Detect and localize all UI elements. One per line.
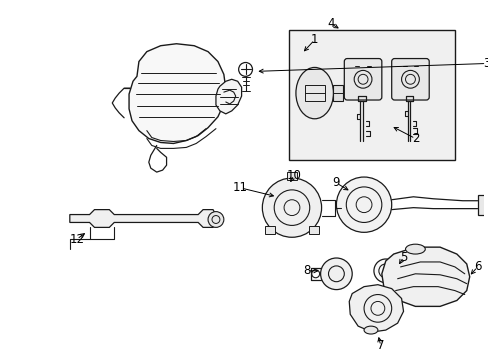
Text: 1: 1: [310, 33, 318, 46]
Circle shape: [336, 177, 391, 232]
Text: 7: 7: [376, 339, 384, 352]
Circle shape: [262, 178, 321, 237]
Bar: [477, 195, 488, 215]
FancyBboxPatch shape: [391, 59, 428, 100]
Bar: [304, 85, 324, 101]
Circle shape: [207, 212, 224, 228]
Ellipse shape: [295, 67, 333, 119]
Text: 8: 8: [303, 264, 310, 277]
Bar: [309, 226, 319, 234]
Text: 3: 3: [482, 57, 488, 70]
Circle shape: [320, 258, 351, 289]
FancyBboxPatch shape: [344, 59, 381, 100]
Polygon shape: [70, 210, 216, 228]
Text: 4: 4: [327, 18, 335, 31]
Text: 6: 6: [473, 260, 480, 273]
Circle shape: [373, 259, 397, 283]
Text: 10: 10: [286, 168, 301, 181]
Ellipse shape: [363, 326, 377, 334]
Bar: [286, 172, 296, 180]
Polygon shape: [129, 44, 225, 144]
Bar: [333, 85, 343, 101]
Bar: [264, 226, 274, 234]
Text: 11: 11: [233, 181, 247, 194]
Polygon shape: [348, 285, 403, 332]
Polygon shape: [216, 79, 241, 114]
Text: 5: 5: [399, 251, 407, 264]
Text: 2: 2: [411, 132, 418, 145]
Polygon shape: [381, 247, 469, 306]
Text: 9: 9: [332, 176, 340, 189]
Ellipse shape: [405, 244, 425, 254]
Bar: [288, 30, 454, 160]
Text: 12: 12: [69, 233, 84, 246]
